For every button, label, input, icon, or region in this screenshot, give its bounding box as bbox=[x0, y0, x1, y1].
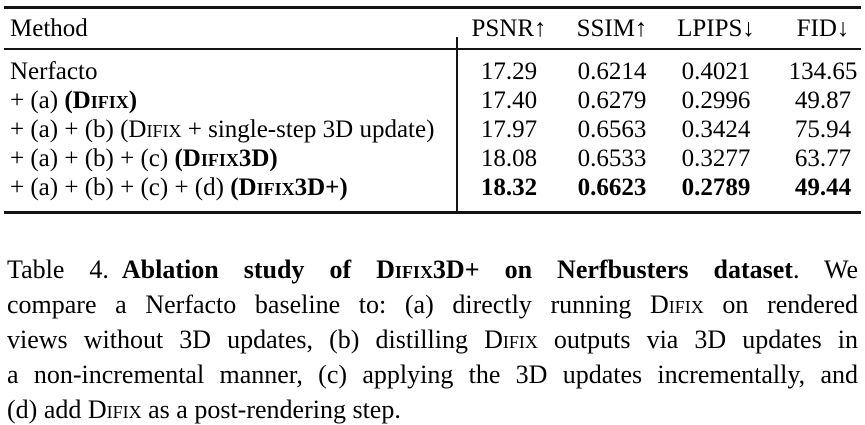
table-header-row: Method PSNR↑ SSIM↑ LPIPS↓ FID↓ bbox=[0, 14, 865, 43]
caption-line: views without 3D updates, (b) distilling… bbox=[7, 322, 858, 357]
method-cell: Nerfacto bbox=[10, 57, 97, 86]
psnr-column-header: PSNR↑ bbox=[471, 15, 547, 42]
table-top-rule bbox=[4, 6, 861, 9]
fid-cell: 49.87 bbox=[794, 87, 852, 114]
caption-line: a non-incremental manner, (c) applying t… bbox=[7, 357, 858, 392]
text-segment: + single-step 3D update) bbox=[181, 116, 435, 143]
fid-cell: 63.77 bbox=[794, 145, 852, 172]
table-column-separator bbox=[456, 37, 458, 211]
fid-column-header: FID↓ bbox=[796, 15, 850, 42]
fid-cell: 134.65 bbox=[788, 58, 858, 85]
table-caption: Table 4. Ablation study of Difix3D+ on N… bbox=[7, 252, 858, 425]
text-segment: on Nerfbusters dataset bbox=[479, 255, 793, 284]
lpips-cell: 0.3277 bbox=[681, 145, 751, 172]
text-segment: outputs via 3D updates in bbox=[537, 325, 858, 354]
text-segment: . bbox=[792, 255, 824, 284]
lpips-cell: 0.3424 bbox=[681, 116, 751, 143]
text-segment: Difix bbox=[128, 116, 182, 143]
table-row-difix: + (a) (Difix) 17.40 0.6279 0.2996 49.87 bbox=[0, 86, 865, 115]
table-row-difix3d-plus: + (a) + (b) + (c) + (d) (Difix3D+) 18.32… bbox=[0, 173, 865, 202]
text-segment: + (a) + (b) + (c) bbox=[10, 145, 175, 172]
text-segment bbox=[109, 255, 122, 284]
method-cell: + (a) + (b) (Difix + single-step 3D upda… bbox=[10, 115, 434, 144]
text-segment: views without 3D updates, (b) distilling bbox=[7, 325, 485, 354]
lpips-cell: 0.2789 bbox=[681, 174, 751, 201]
text-segment: (d) add bbox=[7, 395, 88, 424]
text-segment: compare a Nerfacto baseline to: (a) dire… bbox=[7, 290, 650, 319]
table-row-nerfacto: Nerfacto 17.29 0.6214 0.4021 134.65 bbox=[0, 57, 865, 86]
method-column-header: Method bbox=[10, 15, 88, 42]
text-segment: + (a) + (b) + (c) + (d) bbox=[10, 174, 231, 201]
text-segment: Nerfacto bbox=[10, 58, 98, 85]
psnr-cell: 18.08 bbox=[480, 145, 538, 172]
table-row-difix3d: + (a) + (b) + (c) (Difix3D) 18.08 0.6533… bbox=[0, 144, 865, 173]
lpips-cell: 0.2996 bbox=[681, 87, 751, 114]
ssim-cell: 0.6563 bbox=[577, 116, 647, 143]
text-segment: + (a) bbox=[10, 87, 65, 114]
fid-cell: 75.94 bbox=[794, 116, 852, 143]
table-header-rule bbox=[4, 48, 861, 50]
text-segment: (Difix3D+) bbox=[230, 174, 348, 201]
text-segment: Difix3D+ bbox=[376, 255, 480, 284]
text-segment: as a post-rendering step. bbox=[141, 395, 401, 424]
text-segment: We bbox=[824, 255, 858, 284]
method-cell: + (a) (Difix) bbox=[10, 86, 137, 115]
text-segment: Difix bbox=[87, 395, 142, 424]
psnr-cell: 18.32 bbox=[480, 174, 538, 201]
lpips-column-header: LPIPS↓ bbox=[677, 15, 755, 42]
text-segment: a non-incremental manner, (c) applying t… bbox=[7, 360, 858, 389]
text-segment: (Difix3D) bbox=[174, 145, 278, 172]
fid-cell: 49.44 bbox=[794, 174, 852, 201]
caption-line: compare a Nerfacto baseline to: (a) dire… bbox=[7, 287, 858, 322]
ssim-cell: 0.6533 bbox=[577, 145, 647, 172]
text-segment: + (a) + (b) ( bbox=[10, 116, 129, 143]
psnr-cell: 17.97 bbox=[480, 116, 538, 143]
caption-line: Table 4. Ablation study of Difix3D+ on N… bbox=[7, 252, 858, 287]
text-segment: (Difix) bbox=[64, 87, 138, 114]
psnr-cell: 17.40 bbox=[480, 87, 538, 114]
method-cell: + (a) + (b) + (c) (Difix3D) bbox=[10, 144, 278, 173]
psnr-cell: 17.29 bbox=[480, 58, 538, 85]
ssim-column-header: SSIM↑ bbox=[576, 15, 648, 42]
ssim-cell: 0.6279 bbox=[577, 87, 647, 114]
table-row-difix-single-step: + (a) + (b) (Difix + single-step 3D upda… bbox=[0, 115, 865, 144]
text-segment: Ablation study of bbox=[121, 255, 377, 284]
ssim-cell: 0.6214 bbox=[577, 58, 647, 85]
method-cell: + (a) + (b) + (c) + (d) (Difix3D+) bbox=[10, 173, 348, 202]
text-segment: Difix bbox=[649, 290, 704, 319]
lpips-cell: 0.4021 bbox=[681, 58, 751, 85]
table-bottom-rule bbox=[4, 211, 861, 214]
ssim-cell: 0.6623 bbox=[577, 174, 647, 201]
text-segment: on rendered bbox=[703, 290, 859, 319]
text-segment: Difix bbox=[484, 325, 538, 354]
caption-line: (d) add Difix as a post-rendering step. bbox=[7, 392, 858, 425]
text-segment: Table 4. bbox=[7, 255, 109, 284]
